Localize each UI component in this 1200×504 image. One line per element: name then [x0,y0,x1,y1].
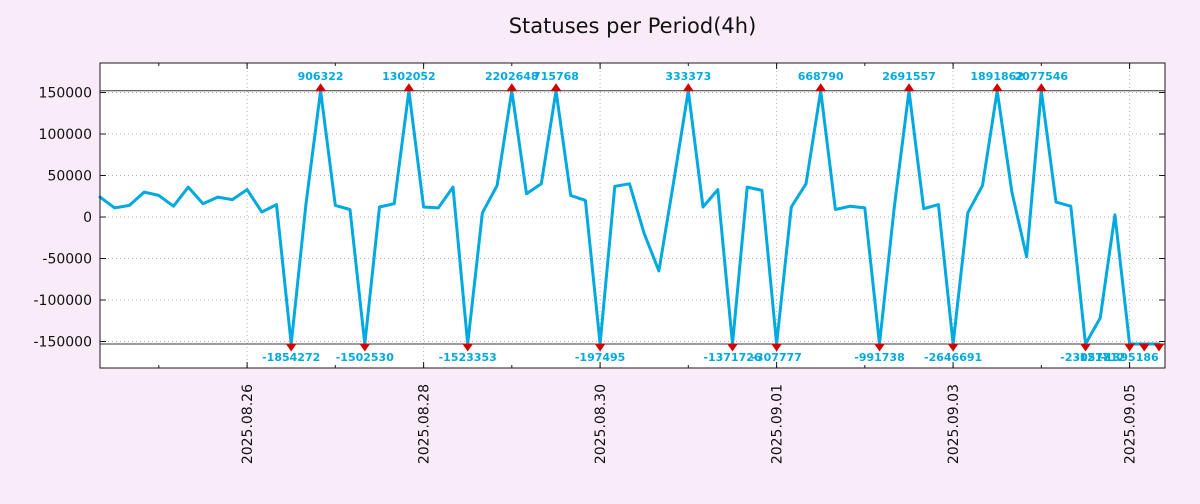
svg-text:2025.09.03: 2025.09.03 [946,384,962,464]
svg-text:-1371726: -1371726 [703,351,761,364]
svg-text:333373: 333373 [665,70,711,83]
svg-text:100000: 100000 [39,127,92,143]
svg-text:-307777: -307777 [751,351,802,364]
svg-text:2025.09.05: 2025.09.05 [1123,384,1139,464]
svg-text:-1502530: -1502530 [336,351,394,364]
svg-text:-150000: -150000 [34,335,93,351]
svg-text:2025.09.01: 2025.09.01 [770,384,786,464]
svg-text:1302052: 1302052 [382,70,436,83]
svg-text:-197495: -197495 [575,351,626,364]
svg-text:-991738: -991738 [854,351,905,364]
svg-text:715768: 715768 [533,70,579,83]
svg-text:-1523353: -1523353 [439,351,497,364]
svg-text:-2646691: -2646691 [924,351,982,364]
svg-text:-50000: -50000 [42,252,92,268]
svg-text:1891862: 1891862 [970,70,1024,83]
svg-text:906322: 906322 [298,70,344,83]
svg-text:-1395186: -1395186 [1101,351,1159,364]
svg-text:2025.08.30: 2025.08.30 [593,384,609,464]
svg-text:0: 0 [83,210,92,226]
svg-text:2691557: 2691557 [882,70,936,83]
svg-text:-230578: -230578 [1060,351,1111,364]
chart-title: Statuses per Period(4h) [508,14,757,38]
svg-text:-100000: -100000 [34,293,93,309]
svg-text:2025.08.26: 2025.08.26 [240,384,256,464]
svg-text:50000: 50000 [47,169,92,185]
svg-text:2077546: 2077546 [1015,70,1069,83]
svg-text:668790: 668790 [798,70,844,83]
svg-text:150000: 150000 [39,86,92,102]
svg-text:2202648: 2202648 [485,70,539,83]
svg-text:-1854272: -1854272 [262,351,320,364]
svg-text:-121712: -121712 [1075,351,1126,364]
svg-text:2025.08.28: 2025.08.28 [417,384,433,464]
